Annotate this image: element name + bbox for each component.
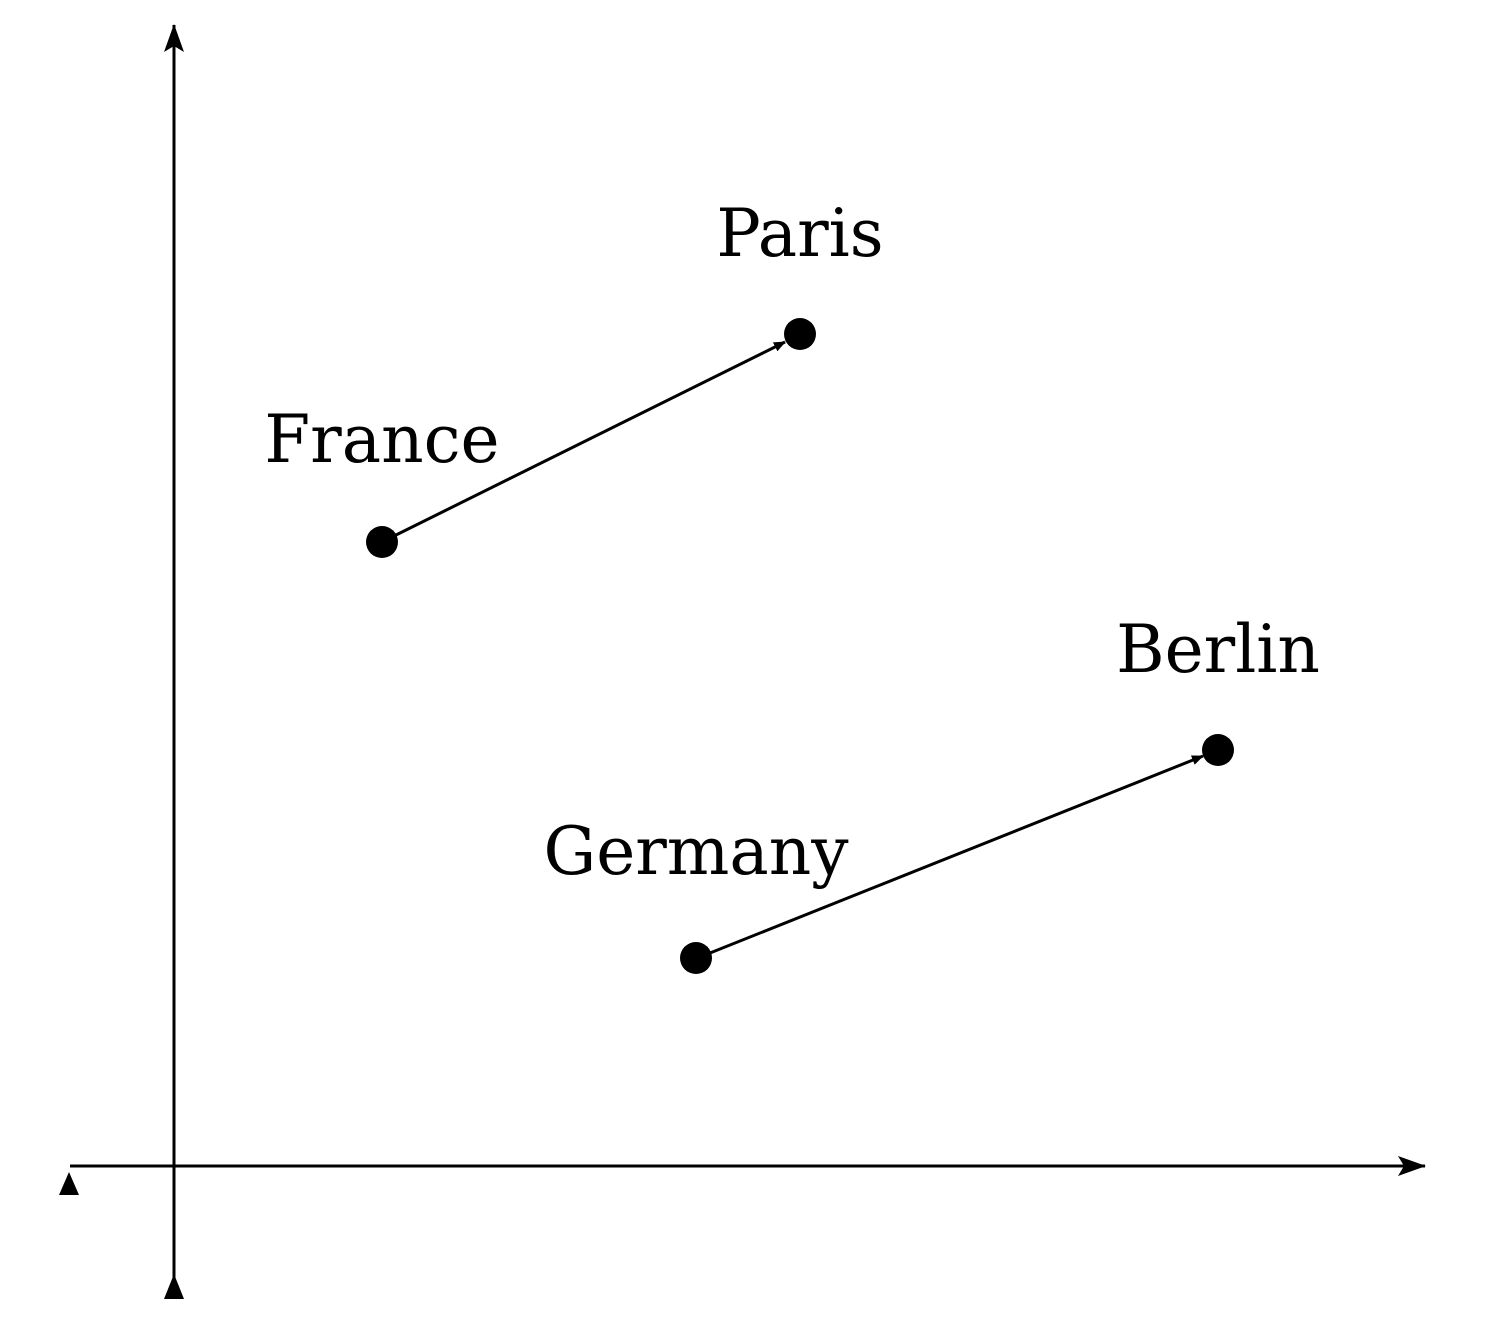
arrow-germany-berlin: [709, 754, 1204, 955]
x-axis-tail-arrow-icon: [59, 1172, 79, 1195]
point-paris: [784, 318, 816, 350]
axes: [59, 24, 1426, 1299]
arrows: [393, 340, 1204, 955]
point-germany: [680, 942, 712, 974]
points: [366, 318, 1234, 974]
label-paris: Paris: [716, 195, 883, 272]
labels: France Paris Germany Berlin: [264, 195, 1320, 890]
arrow-france-paris: [393, 340, 786, 538]
label-france: France: [264, 401, 499, 478]
label-germany: Germany: [543, 813, 849, 890]
point-berlin: [1202, 734, 1234, 766]
point-france: [366, 526, 398, 558]
label-berlin: Berlin: [1116, 611, 1320, 688]
y-axis-tail-arrow-icon: [164, 1274, 184, 1299]
